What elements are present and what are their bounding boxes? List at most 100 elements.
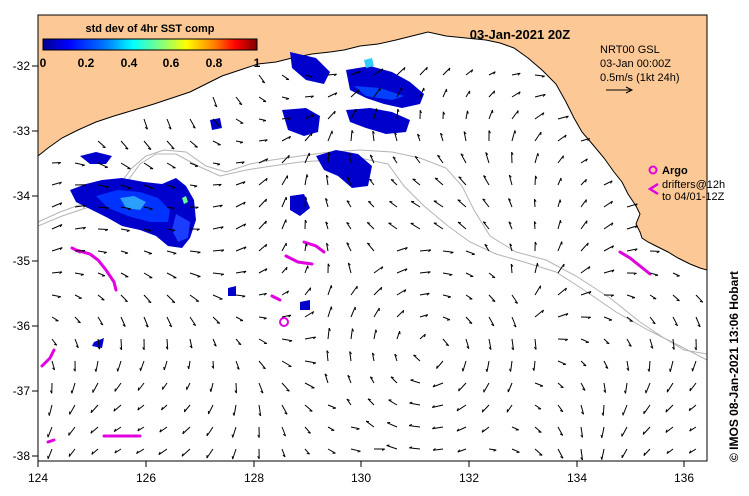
current-vector xyxy=(672,272,680,277)
current-vector xyxy=(51,247,63,252)
current-vector-head xyxy=(326,350,330,354)
current-vector xyxy=(580,382,586,391)
current-vector xyxy=(649,272,659,276)
current-vector-head xyxy=(375,329,378,333)
current-vector xyxy=(258,74,266,84)
current-vector-head xyxy=(310,132,313,137)
current-vector xyxy=(51,162,61,164)
current-vector-head xyxy=(491,323,495,327)
current-vector xyxy=(189,294,200,302)
current-vector-head xyxy=(367,398,371,401)
current-vector xyxy=(626,338,632,347)
current-vector xyxy=(580,360,587,367)
current-vector xyxy=(689,382,697,392)
drifter-legend-icon xyxy=(647,182,659,196)
current-vector xyxy=(692,360,697,372)
current-vector xyxy=(74,316,81,324)
scale-arrowhead-icon xyxy=(625,86,634,94)
current-vector-head xyxy=(73,368,76,372)
current-vector xyxy=(258,220,267,230)
current-vector xyxy=(442,250,454,253)
current-vector-head xyxy=(481,409,484,413)
current-vector-head xyxy=(82,250,86,253)
current-vector-head xyxy=(635,225,638,229)
current-vector-head xyxy=(485,152,489,155)
current-vector-head xyxy=(427,271,431,274)
current-vector-head xyxy=(304,219,308,223)
current-vector-head xyxy=(263,317,267,320)
current-vector xyxy=(166,206,175,209)
current-vector-head xyxy=(392,156,396,159)
current-vector-head xyxy=(399,331,401,335)
current-vector-head xyxy=(432,448,436,451)
current-vector xyxy=(212,249,224,252)
current-vector xyxy=(580,178,587,186)
current-vector-head xyxy=(642,431,645,435)
current-vector-head xyxy=(239,141,244,144)
current-vector xyxy=(643,448,651,456)
current-vector xyxy=(672,338,675,350)
current-vector xyxy=(580,266,591,274)
current-vector xyxy=(235,223,246,230)
current-vector-head xyxy=(491,276,496,279)
current-vector xyxy=(51,271,63,274)
current-vector-head xyxy=(241,161,245,165)
current-vector xyxy=(603,382,607,393)
current-vector-head xyxy=(559,199,562,203)
land-mass xyxy=(38,15,707,271)
current-vector xyxy=(410,222,421,230)
current-vector xyxy=(367,201,375,208)
current-vector-head xyxy=(348,152,352,156)
current-vector xyxy=(626,316,633,322)
current-vector-head xyxy=(313,336,317,340)
current-vector-head xyxy=(139,367,141,371)
current-vector xyxy=(442,294,451,298)
current-vector xyxy=(258,292,267,296)
current-vector-head xyxy=(309,410,313,412)
current-vector xyxy=(410,379,421,384)
current-vector-head xyxy=(610,200,613,205)
current-vector-head xyxy=(136,450,139,454)
current-vector-head xyxy=(264,139,268,142)
argo-drifter-legend: Argo drifters@12h to 04/01-12Z xyxy=(647,165,725,203)
current-vector xyxy=(557,177,562,186)
current-vector xyxy=(689,448,697,454)
current-vector-head xyxy=(419,110,422,114)
current-vector xyxy=(601,448,605,460)
current-vector-head xyxy=(53,343,58,346)
current-vector xyxy=(281,290,289,296)
current-vector-head xyxy=(105,186,109,189)
current-vector xyxy=(189,162,199,167)
current-vector xyxy=(396,67,406,76)
current-vector xyxy=(143,206,153,210)
current-vector-head xyxy=(137,407,140,411)
current-vector xyxy=(602,404,605,416)
current-vector-head xyxy=(158,451,161,455)
current-vector-head xyxy=(70,390,73,394)
current-vector xyxy=(481,404,490,413)
current-vector xyxy=(689,426,697,432)
current-vector xyxy=(235,96,243,106)
current-vector-head xyxy=(258,413,262,417)
current-vector xyxy=(346,222,352,230)
current-vector-head xyxy=(656,250,660,254)
current-vector-head xyxy=(103,251,107,254)
current-vector-head xyxy=(216,322,220,324)
current-vector-head xyxy=(307,265,309,269)
current-vector-head xyxy=(349,351,352,355)
current-vector xyxy=(603,360,609,369)
current-vector-head xyxy=(265,158,269,162)
current-vector xyxy=(534,74,545,77)
current-vector xyxy=(258,158,268,164)
current-vector xyxy=(281,196,287,208)
current-vector-head xyxy=(82,184,86,187)
current-vector xyxy=(212,272,224,275)
current-vector xyxy=(440,133,444,142)
current-vector-head xyxy=(257,434,260,438)
current-vector xyxy=(304,265,309,274)
current-vector-head xyxy=(463,131,467,135)
current-vector xyxy=(304,113,314,120)
current-vector-head xyxy=(263,293,267,296)
current-vector xyxy=(456,426,467,432)
current-vector-head xyxy=(124,300,128,303)
